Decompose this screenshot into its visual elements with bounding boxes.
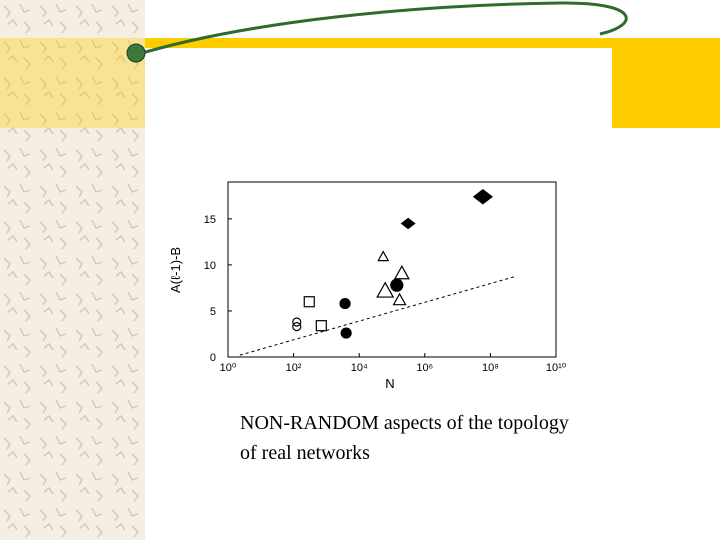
y-axis-label: A(ℓ-1)-B xyxy=(168,247,183,293)
point xyxy=(392,292,407,306)
point xyxy=(340,327,352,339)
plot-frame xyxy=(227,181,557,358)
point xyxy=(472,188,493,205)
point xyxy=(292,322,302,332)
y-tick-label: 0 xyxy=(210,352,216,364)
caption-line: of real networks xyxy=(240,442,370,464)
x-tick-label: 10⁶ xyxy=(416,362,433,374)
fit-line xyxy=(239,276,515,356)
point xyxy=(390,278,404,292)
caption-line: NON-RANDOM aspects of the topology xyxy=(240,412,569,434)
x-tick-label: 10¹⁰ xyxy=(546,362,567,374)
point xyxy=(400,217,416,230)
x-axis-label: N xyxy=(385,376,394,391)
x-tick-label: 10⁸ xyxy=(482,362,499,374)
x-tick-label: 10⁴ xyxy=(351,362,368,374)
swoosh xyxy=(131,1,628,58)
point xyxy=(315,320,327,332)
point xyxy=(292,317,302,327)
x-tick-label: 10² xyxy=(286,362,302,374)
globe-icon xyxy=(126,43,146,63)
top-band xyxy=(145,38,720,48)
point xyxy=(393,264,410,280)
point xyxy=(303,296,315,308)
x-tick-label: 10⁰ xyxy=(220,362,237,374)
left-block xyxy=(0,38,145,128)
y-tick-label: 10 xyxy=(204,260,216,272)
point xyxy=(339,297,351,310)
point xyxy=(376,281,395,298)
y-tick-label: 15 xyxy=(204,214,216,226)
left-pattern xyxy=(0,0,145,540)
y-tick-label: 5 xyxy=(210,306,216,318)
point xyxy=(377,250,390,262)
right-block xyxy=(612,48,720,128)
